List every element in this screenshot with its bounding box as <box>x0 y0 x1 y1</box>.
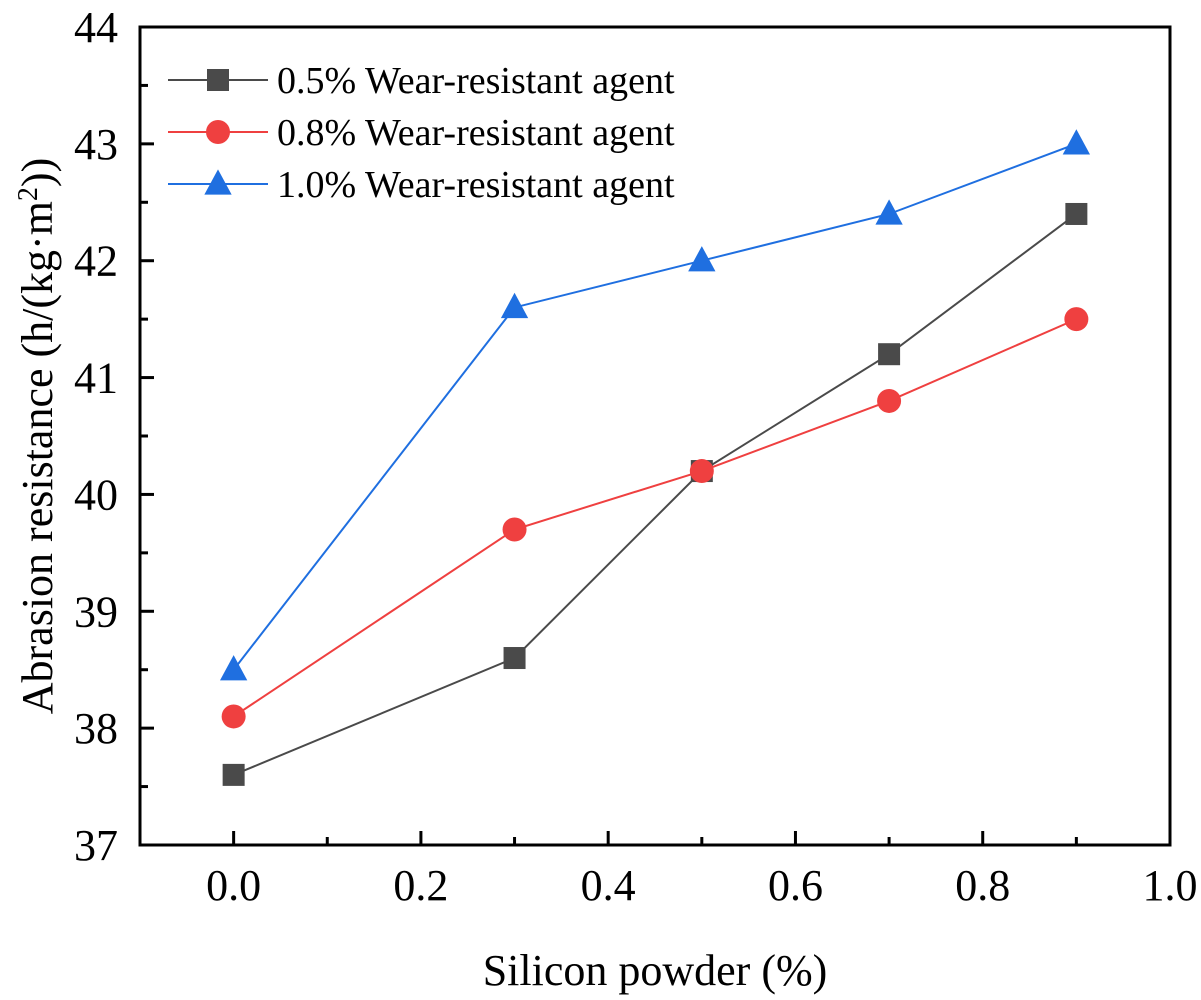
series-2 <box>221 307 1089 729</box>
legend-marker <box>206 120 230 144</box>
y-axis-title-tail: )) <box>13 158 62 187</box>
data-point <box>219 655 248 681</box>
series-layer <box>219 129 1091 786</box>
data-point <box>877 388 902 413</box>
data-point <box>689 459 714 484</box>
legend-label: 1.0% Wear-resistant agent <box>277 164 675 206</box>
data-point <box>502 517 527 542</box>
y-tick-label: 39 <box>74 587 118 636</box>
series-1 <box>222 202 1088 786</box>
data-point <box>1062 129 1091 155</box>
y-tick-label: 37 <box>74 821 118 870</box>
data-point <box>503 647 526 670</box>
data-point <box>688 246 716 272</box>
tick-labels: 0.0 0.2 0.4 0.6 0.8 1.0 37 38 39 40 41 42 43 44 <box>74 3 1198 910</box>
data-point <box>878 343 901 366</box>
y-axis-title-main: Abrasion resistance (h/(kg·m <box>13 201 62 714</box>
legend: 0.5% Wear-resistant agent 0.8% Wear-resis… <box>168 60 675 206</box>
legend-marker <box>204 169 232 195</box>
legend-label: 0.5% Wear-resistant agent <box>277 60 675 102</box>
data-point <box>1065 202 1088 225</box>
data-point <box>1064 307 1089 332</box>
data-point <box>875 199 903 225</box>
x-tick-label: 0.8 <box>955 861 1010 910</box>
x-axis-title: Silicon powder (%) <box>483 946 828 995</box>
y-tick-label: 43 <box>74 120 118 169</box>
y-tick-label: 40 <box>74 470 118 519</box>
y-tick-label: 44 <box>74 3 118 52</box>
x-tick-label: 0.0 <box>206 861 261 910</box>
x-tick-label: 0.6 <box>768 861 823 910</box>
y-axis-title: Abrasion resistance (h/(kg·m2)) <box>13 158 63 715</box>
data-point <box>222 763 245 786</box>
y-tick-label: 41 <box>74 354 118 403</box>
legend-entry: 0.5% Wear-resistant agent <box>168 60 675 102</box>
series-3 <box>219 129 1091 681</box>
x-tick-label: 1.0 <box>1143 861 1198 910</box>
x-tick-label: 0.4 <box>581 861 636 910</box>
legend-entry: 0.8% Wear-resistant agent <box>168 112 675 154</box>
x-tick-label: 0.2 <box>393 861 448 910</box>
y-axis-title-superscript: 2 <box>13 187 44 201</box>
legend-label: 0.8% Wear-resistant agent <box>277 112 675 154</box>
data-point <box>221 704 246 729</box>
plot-frame <box>138 25 1172 847</box>
legend-entry: 1.0% Wear-resistant agent <box>168 164 675 206</box>
series-line <box>232 142 1077 671</box>
y-tick-label: 42 <box>74 237 118 286</box>
series-line <box>233 213 1077 776</box>
legend-marker <box>207 69 229 91</box>
y-tick-label: 38 <box>74 704 118 753</box>
data-point <box>500 292 529 319</box>
